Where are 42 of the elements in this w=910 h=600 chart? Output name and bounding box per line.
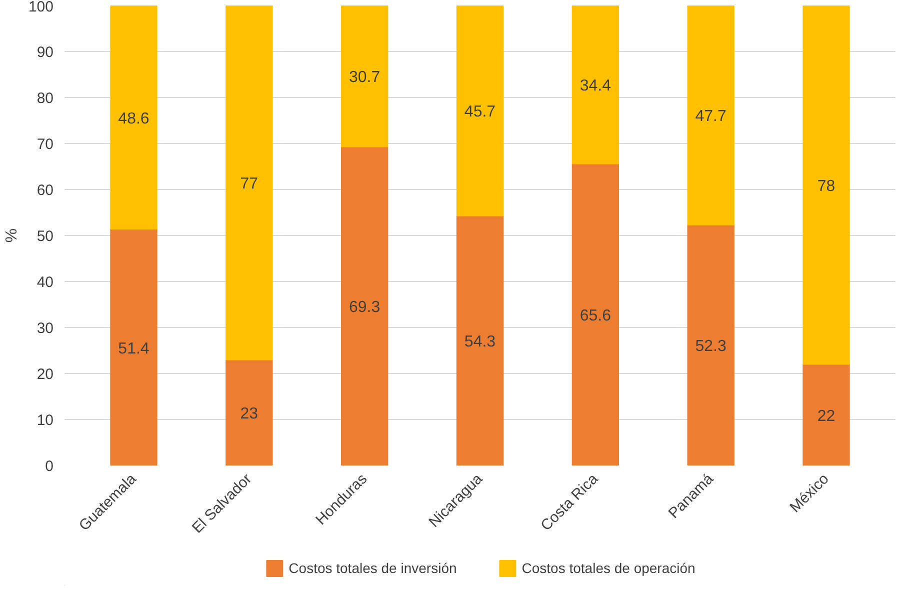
data-label: 52.3 xyxy=(695,338,727,356)
data-label: 77 xyxy=(240,176,258,193)
y-tick-label: 20 xyxy=(36,366,54,383)
bar xyxy=(110,6,158,230)
y-tick-label: 100 xyxy=(28,0,54,16)
bar xyxy=(226,6,273,360)
bar xyxy=(341,6,388,148)
y-tick-label: 0 xyxy=(45,458,54,475)
data-label: 22 xyxy=(817,408,836,425)
bar xyxy=(341,146,388,466)
y-tick-label: 70 xyxy=(36,136,54,153)
y-tick-label: 40 xyxy=(36,274,54,291)
y-tick-label: 30 xyxy=(36,320,54,337)
y-tick-label: 90 xyxy=(36,44,54,61)
legend-label: Costos totales de operación xyxy=(522,560,696,576)
data-label: 48.6 xyxy=(118,110,150,128)
bar xyxy=(456,215,504,466)
data-label: 30.7 xyxy=(349,69,380,86)
y-tick-label: 50 xyxy=(36,228,54,245)
bar xyxy=(572,163,619,466)
bar xyxy=(110,228,158,466)
data-label: 78 xyxy=(817,178,836,195)
data-label: 69.3 xyxy=(349,299,380,316)
bar xyxy=(572,6,619,164)
data-label: 23 xyxy=(240,406,258,423)
y-tick-label: 60 xyxy=(36,182,54,199)
y-axis-title: % xyxy=(3,228,20,243)
data-label: 45.7 xyxy=(464,104,496,121)
data-label: 54.3 xyxy=(464,334,496,351)
y-tick-label: 80 xyxy=(36,90,54,107)
bar xyxy=(802,6,850,365)
bar xyxy=(687,6,734,226)
bar xyxy=(687,224,734,466)
data-label: 51.4 xyxy=(118,340,150,358)
data-label: 47.7 xyxy=(695,108,727,126)
bar xyxy=(226,359,273,466)
bar xyxy=(456,6,504,216)
legend-label: Costos totales de inversión xyxy=(288,560,457,576)
data-label: 34.4 xyxy=(580,78,612,95)
y-tick-label: 10 xyxy=(36,412,54,429)
bar xyxy=(802,364,850,466)
data-label: 65.6 xyxy=(580,308,612,325)
